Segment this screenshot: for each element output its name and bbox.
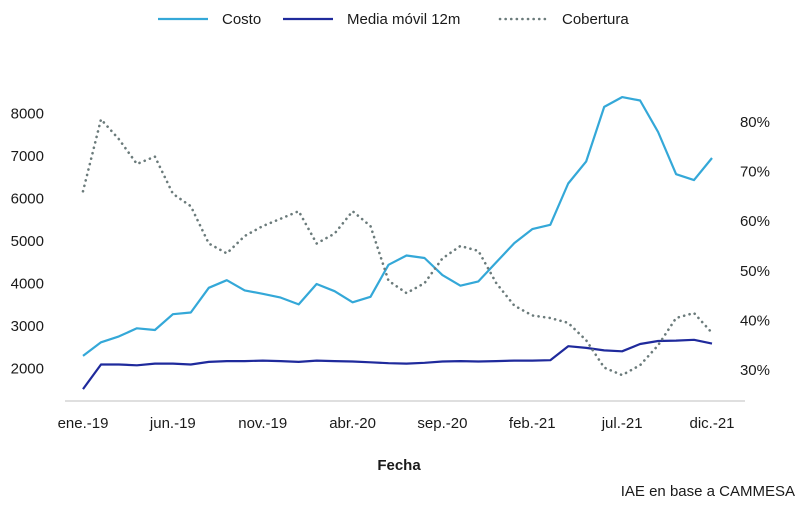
x-tick-label: jul.-21 — [601, 415, 643, 432]
source-note: IAE en base a CAMMESA — [621, 483, 795, 500]
legend: Costo Media móvil 12m Cobertura — [158, 11, 629, 28]
series-line-costo — [82, 95, 713, 357]
legend-item-costo: Costo — [158, 11, 261, 28]
y-right-tick-label: 70% — [740, 163, 770, 180]
x-tick-label: nov.-19 — [238, 415, 287, 432]
y-right-tick-label: 50% — [740, 263, 770, 280]
y-right-tick-label: 60% — [740, 213, 770, 230]
x-tick-label: ene.-19 — [58, 415, 109, 432]
legend-label-media-movil: Media móvil 12m — [347, 11, 460, 28]
series-line-cobertura — [81, 118, 714, 377]
y-axis-right: 30% 40% 50% 60% 70% 80% — [740, 114, 770, 379]
legend-item-cobertura: Cobertura — [498, 11, 629, 28]
y-left-tick-label: 6000 — [11, 190, 44, 207]
y-right-tick-label: 30% — [740, 362, 770, 379]
y-left-tick-label: 3000 — [11, 318, 44, 335]
y-left-tick-label: 2000 — [11, 361, 44, 378]
x-tick-label: abr.-20 — [329, 415, 376, 432]
x-tick-label: dic.-21 — [689, 415, 734, 432]
y-left-tick-label: 8000 — [11, 105, 44, 122]
x-tick-label: feb.-21 — [509, 415, 556, 432]
x-axis: ene.-19 jun.-19 nov.-19 abr.-20 sep.-20 feb.-… — [58, 415, 735, 432]
legend-label-cobertura: Cobertura — [562, 11, 629, 28]
x-tick-label: sep.-20 — [417, 415, 467, 432]
y-axis-left: 2000 3000 4000 5000 6000 7000 8000 — [11, 105, 44, 377]
legend-label-costo: Costo — [222, 11, 261, 28]
y-right-tick-label: 40% — [740, 312, 770, 329]
series-line-media-movil — [82, 338, 713, 390]
x-tick-label: jun.-19 — [149, 415, 196, 432]
y-left-tick-label: 7000 — [11, 148, 44, 165]
y-right-tick-label: 80% — [740, 114, 770, 131]
y-left-tick-label: 4000 — [11, 276, 44, 293]
y-left-tick-label: 5000 — [11, 233, 44, 250]
series-layer — [81, 95, 714, 390]
x-axis-title: Fecha — [377, 457, 421, 474]
legend-item-media-movil: Media móvil 12m — [283, 11, 460, 28]
